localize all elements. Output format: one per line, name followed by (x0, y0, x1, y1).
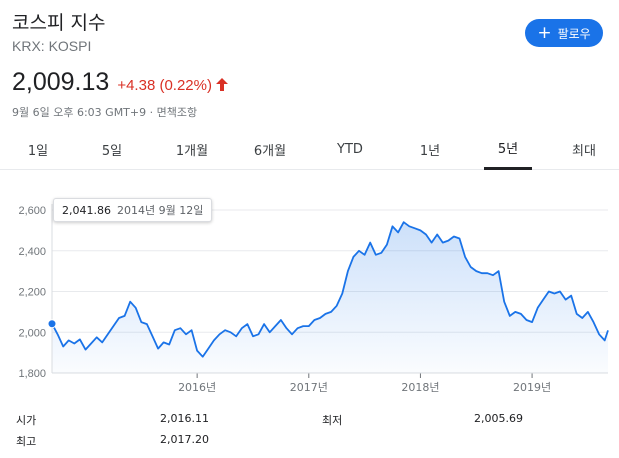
tab-5y[interactable]: 5년 (484, 128, 532, 170)
tooltip-value: 2,041.86 (62, 203, 111, 217)
tab-max[interactable]: 최대 (556, 128, 612, 170)
ticker-symbol: KRX: KOSPI (12, 38, 92, 54)
timestamp-disclaimer: 9월 6일 오후 6:03 GMT+9 · 면책조항 (12, 106, 198, 119)
x-tick-label: 2016년 (178, 381, 216, 394)
x-tick-label: 2019년 (513, 381, 551, 394)
price-row: 2,009.13 +4.38 (0.22%) (12, 68, 228, 97)
chart-tooltip: 2,041.86 2014년 9월 12일 (53, 198, 213, 222)
series-line (51, 221, 609, 358)
tab-1y[interactable]: 1년 (402, 128, 458, 170)
y-tick-label: 1,800 (18, 368, 46, 380)
tab-6m[interactable]: 6개월 (240, 128, 300, 170)
tab-ytd[interactable]: YTD (322, 128, 378, 170)
current-price: 2,009.13 (12, 68, 110, 96)
tab-5d[interactable]: 5일 (84, 128, 140, 170)
stat-row: 시가 2,016.11 최저 2,005.69 (0, 412, 619, 430)
x-tick-label: 2018년 (401, 381, 439, 394)
tab-label: 6개월 (253, 143, 287, 159)
stat-value-open: 2,016.11 (160, 412, 209, 425)
y-tick-label: 2,200 (18, 287, 46, 299)
index-title: 코스피 지수 (12, 12, 106, 34)
stat-row: 최고 2,017.20 (0, 433, 619, 451)
y-tick-label: 2,400 (18, 246, 46, 258)
range-tabs: 1일 5일 1개월 6개월 YTD 1년 5년 최대 (0, 128, 619, 170)
series-area (52, 222, 608, 373)
stat-label-high: 최고 (16, 435, 37, 448)
tab-1m[interactable]: 1개월 (162, 128, 222, 170)
hover-point (47, 319, 57, 329)
tab-label: YTD (337, 141, 363, 157)
tab-label: 1년 (419, 143, 441, 159)
follow-button[interactable]: + 팔로우 (525, 19, 603, 47)
tab-label: 5일 (101, 143, 123, 159)
arrow-up-icon (215, 78, 228, 91)
tooltip-date: 2014년 9월 12일 (116, 204, 204, 217)
stat-label-open: 시가 (16, 414, 37, 427)
y-tick-label: 2,600 (18, 205, 46, 217)
plus-icon: + (537, 22, 552, 43)
tab-label: 5년 (497, 142, 519, 157)
y-tick-label: 2,000 (18, 327, 46, 339)
follow-button-label: 팔로우 (557, 26, 591, 41)
stat-label-low: 최저 (322, 414, 343, 427)
tab-1d[interactable]: 1일 (10, 128, 66, 170)
stat-value-low: 2,005.69 (474, 412, 523, 425)
tab-label: 1개월 (175, 143, 209, 159)
tab-label: 1일 (27, 143, 49, 159)
price-change: +4.38 (0.22%) (117, 77, 212, 94)
stat-value-high: 2,017.20 (160, 433, 209, 446)
tab-label: 최대 (572, 143, 596, 159)
price-chart[interactable]: 1,800 2,000 2,200 2,400 2,600 2016년 2017년 2018년… (0, 186, 619, 402)
x-tick-label: 2017년 (290, 381, 328, 394)
